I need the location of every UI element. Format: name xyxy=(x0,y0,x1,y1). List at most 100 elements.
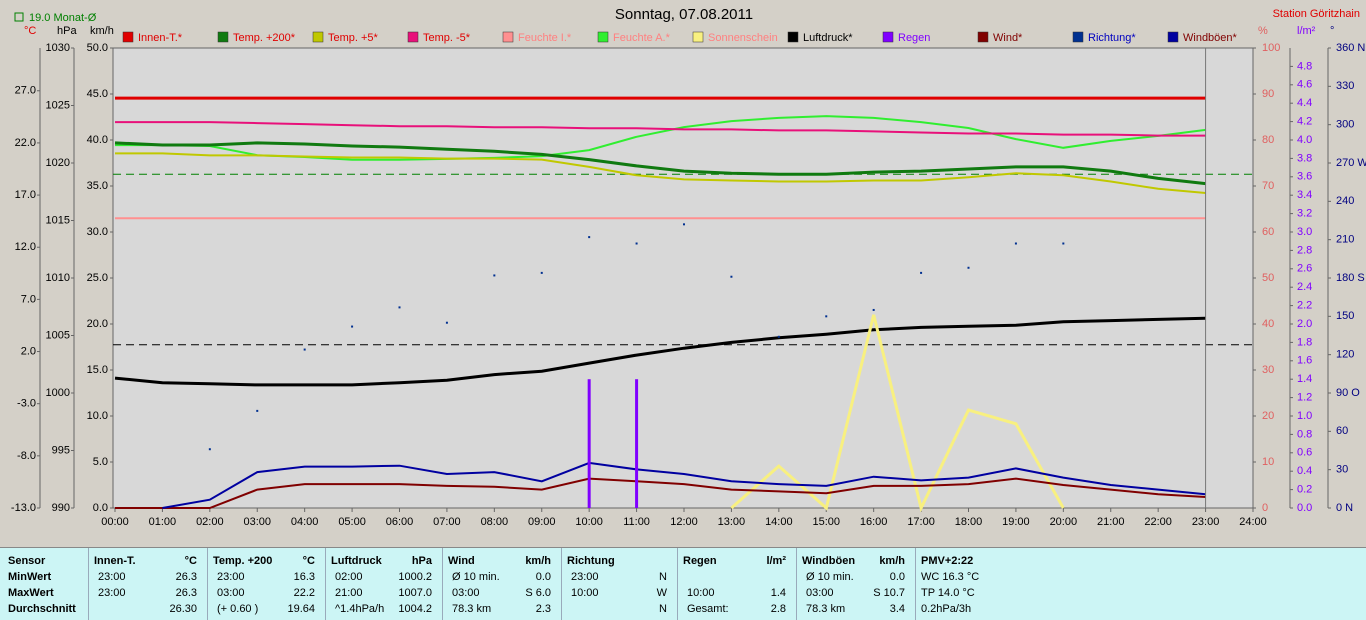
y-tick-label: 120 xyxy=(1336,349,1354,361)
axis-title: °C xyxy=(24,25,36,37)
y-tick-label: 10 xyxy=(1262,456,1274,468)
table-cell: 10:00 xyxy=(571,587,599,599)
y-tick-label: 70 xyxy=(1262,180,1274,192)
legend-swatch xyxy=(597,31,609,43)
group-title: Regen xyxy=(683,555,717,567)
column-separator xyxy=(442,548,443,620)
legend-swatch xyxy=(407,31,419,43)
axis-title: hPa xyxy=(57,25,77,37)
chart-title: Sonntag, 07.08.2011 xyxy=(615,6,753,23)
table-cell: 22.2 xyxy=(293,587,315,599)
y-tick-label: 0.8 xyxy=(1297,428,1312,440)
y-tick-label: 330 xyxy=(1336,80,1354,92)
y-tick-label: 50.0 xyxy=(87,42,108,54)
x-tick-label: 05:00 xyxy=(338,516,366,528)
y-tick-label: 1.2 xyxy=(1297,392,1312,404)
direction-dot xyxy=(540,271,543,274)
monthly-icon xyxy=(14,12,24,22)
y-tick-label: 1.6 xyxy=(1297,355,1312,367)
y-tick-label: 3.4 xyxy=(1297,189,1312,201)
legend-label: Regen xyxy=(898,32,930,44)
direction-dot xyxy=(256,409,259,412)
legend-label: Temp. +5* xyxy=(328,32,379,44)
table-header: Sensor xyxy=(8,555,46,567)
table-cell: 23:00 xyxy=(217,571,245,583)
table-cell: Gesamt: xyxy=(687,603,729,615)
table-cell: N xyxy=(659,571,667,583)
direction-dot xyxy=(208,448,211,451)
legend-label: Innen-T.* xyxy=(138,32,183,44)
table-cell: W xyxy=(656,587,667,599)
legend-label: Feuchte A.* xyxy=(613,32,671,44)
y-tick-label: 2.0 xyxy=(1297,318,1312,330)
group-title: Luftdruck xyxy=(331,555,382,567)
x-tick-label: 21:00 xyxy=(1097,516,1125,528)
x-tick-label: 08:00 xyxy=(481,516,509,528)
column-separator xyxy=(677,548,678,620)
table-cell: 78.3 km xyxy=(806,603,846,615)
y-tick-label: 240 xyxy=(1336,195,1354,207)
axis-title: km/h xyxy=(90,25,114,37)
y-tick-label: 60 xyxy=(1336,425,1348,437)
group-title: Temp. +200 xyxy=(213,555,273,567)
table-cell: ^1.4hPa/h xyxy=(335,603,385,615)
axis-title: % xyxy=(1258,25,1268,37)
table-cell: 10:00 xyxy=(687,587,715,599)
y-tick-label: 0.2 xyxy=(1297,484,1312,496)
table-cell: 23:00 xyxy=(98,571,126,583)
y-tick-label: 4.6 xyxy=(1297,79,1312,91)
direction-dot xyxy=(588,236,591,239)
series-line xyxy=(114,316,1206,387)
table-cell: 78.3 km xyxy=(452,603,492,615)
series-line xyxy=(115,477,1206,509)
y-tick-label: 1020 xyxy=(46,157,70,169)
legend-label: Sonnenschein xyxy=(708,32,778,44)
column-separator xyxy=(561,548,562,620)
legend-swatch xyxy=(1167,31,1179,43)
y-tick-label: 300 xyxy=(1336,119,1354,131)
table-cell: 26.3 xyxy=(175,587,197,599)
chart: Sonntag, 07.08.2011 Station Göritzhain 1… xyxy=(11,6,1366,528)
table-cell: WC 16.3 °C xyxy=(921,571,980,583)
group-title: Windböen xyxy=(802,555,856,567)
y-tick-label: 990 xyxy=(52,502,70,514)
row-label: MinWert xyxy=(8,571,52,583)
y-tick-label: 2.2 xyxy=(1297,300,1312,312)
y-tick-label: 5.0 xyxy=(93,456,108,468)
legend-swatch xyxy=(122,31,134,43)
series-line xyxy=(114,141,1206,186)
table-cell: 23:00 xyxy=(571,571,599,583)
y-tick-label: 0.6 xyxy=(1297,447,1312,459)
y-tick-label: 1000 xyxy=(46,387,70,399)
x-tick-label: 23:00 xyxy=(1192,516,1220,528)
x-tick-label: 13:00 xyxy=(718,516,746,528)
y-tick-label: 995 xyxy=(52,444,70,456)
table-cell: 26.30 xyxy=(169,603,197,615)
table-cell: 0.0 xyxy=(889,571,905,583)
table-cell: 2.3 xyxy=(535,603,551,615)
y-tick-label: 4.4 xyxy=(1297,97,1312,109)
y-tick-label: 35.0 xyxy=(87,180,108,192)
y-tick-label: 40 xyxy=(1262,318,1274,330)
y-tick-label: 90 xyxy=(1262,88,1274,100)
y-tick-label: 0.0 xyxy=(1297,502,1312,514)
legend-label: Temp. -5* xyxy=(423,32,471,44)
x-tick-label: 20:00 xyxy=(1050,516,1078,528)
group-title: Richtung xyxy=(567,555,615,567)
x-tick-label: 12:00 xyxy=(670,516,698,528)
y-tick-label: 1010 xyxy=(46,272,70,284)
y-tick-label: 30 xyxy=(1262,364,1274,376)
y-tick-label: 10.0 xyxy=(87,410,108,422)
direction-dot xyxy=(683,223,685,226)
direction-dot xyxy=(493,274,496,277)
y-tick-label: 1030 xyxy=(46,42,70,54)
y-tick-label: 1.8 xyxy=(1297,336,1312,348)
row-label: Durchschnitt xyxy=(8,603,76,615)
y-tick-label: 1005 xyxy=(46,329,70,341)
y-tick-label: -8.0 xyxy=(17,450,36,462)
legend-label: Windböen* xyxy=(1183,32,1238,44)
legend-swatch xyxy=(787,31,799,43)
legend-swatch xyxy=(312,31,324,43)
x-tick-label: 03:00 xyxy=(243,516,271,528)
direction-dot xyxy=(351,325,354,328)
